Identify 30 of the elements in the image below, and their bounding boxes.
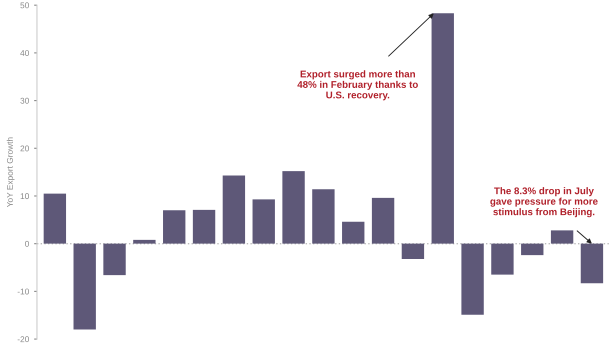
bar bbox=[252, 199, 275, 244]
y-tick-label: 30 bbox=[20, 98, 29, 104]
bar bbox=[491, 244, 514, 275]
annotation: Export surged more than 48% in February thanks to U.S. recovery. bbox=[297, 70, 418, 100]
annotation: The 8.3% drop in July gave pressure for more stimulus from Beijing. bbox=[490, 187, 598, 218]
bar bbox=[282, 171, 305, 244]
bar bbox=[372, 198, 394, 244]
bar bbox=[44, 194, 66, 244]
y-axis-title: YoY Export Growth bbox=[6, 137, 14, 208]
bar bbox=[74, 244, 96, 330]
bar bbox=[342, 222, 364, 244]
bar bbox=[521, 244, 544, 256]
bar bbox=[103, 244, 126, 276]
y-tick-label: 40 bbox=[20, 50, 29, 56]
y-tick-label: 50 bbox=[20, 2, 29, 8]
bar bbox=[461, 244, 484, 315]
bar bbox=[192, 210, 216, 244]
bar bbox=[222, 175, 246, 244]
y-tick-label: 0 bbox=[25, 240, 29, 247]
bar bbox=[402, 244, 424, 259]
bar bbox=[163, 210, 186, 244]
y-tick-label: -20 bbox=[18, 336, 29, 342]
bar bbox=[133, 240, 156, 244]
y-tick-label: 10 bbox=[20, 193, 29, 200]
y-tick-label: -10 bbox=[18, 288, 29, 294]
y-tick-label: 20 bbox=[20, 145, 29, 152]
bar bbox=[550, 230, 574, 244]
bar bbox=[580, 244, 604, 284]
bar bbox=[432, 13, 454, 244]
bar bbox=[312, 189, 335, 244]
